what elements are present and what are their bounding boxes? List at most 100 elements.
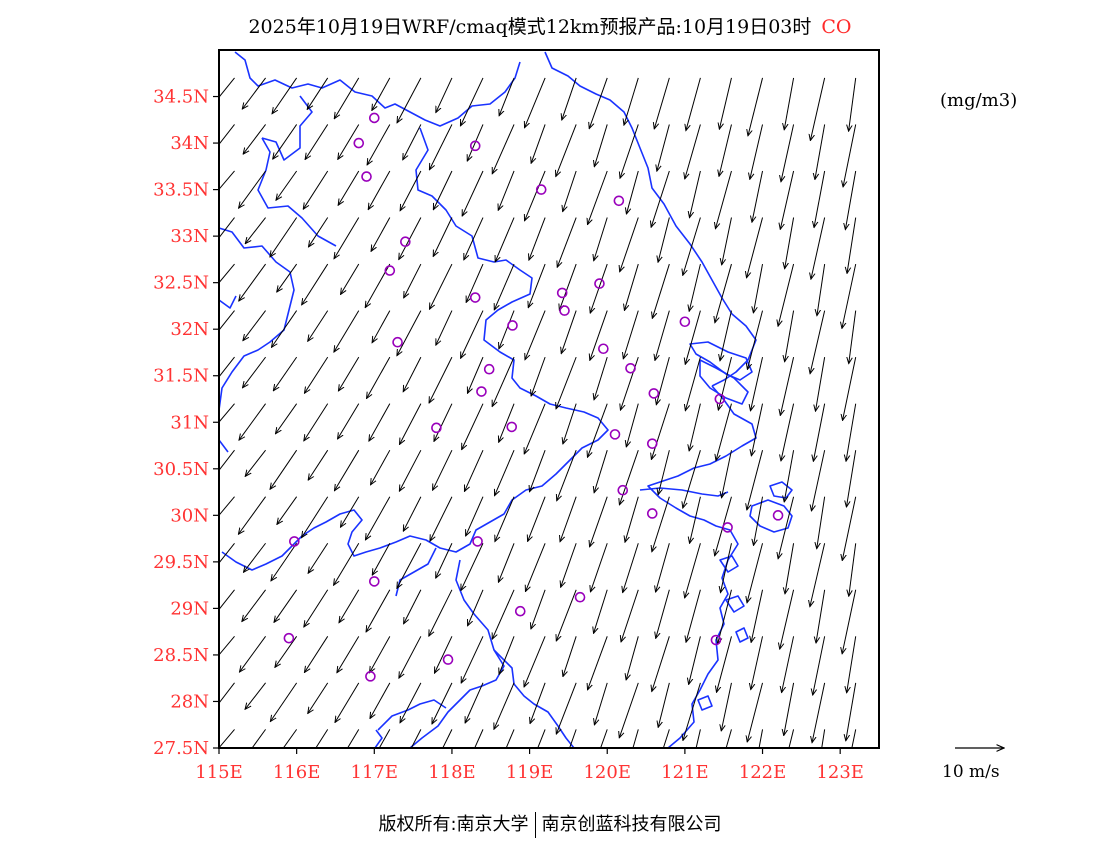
- wind-arrow: [436, 543, 453, 578]
- wind-arrow: [499, 403, 515, 443]
- wind-arrow: [495, 217, 515, 262]
- wind-arrow: [219, 263, 235, 284]
- wind-arrow: [658, 450, 670, 495]
- wind-arrow: [219, 682, 235, 704]
- wind-arrow: [338, 124, 360, 159]
- wind-arrow: [436, 310, 453, 346]
- wind-arrow: [655, 310, 670, 361]
- lat-tick-label: 32.5N: [153, 273, 209, 294]
- wind-arrow: [816, 589, 826, 643]
- lon-tick-label: 118E: [428, 762, 476, 783]
- station-marker: [574, 591, 586, 603]
- wind-arrow: [219, 217, 235, 239]
- wind-arrow: [525, 310, 546, 360]
- wind-arrow: [590, 310, 608, 361]
- wind-arrow: [239, 403, 266, 441]
- monitoring-stations: [283, 112, 784, 682]
- station-marker: [368, 576, 380, 587]
- wind-arrow: [464, 217, 484, 260]
- station-marker: [722, 522, 733, 533]
- wind-arrow: [505, 729, 515, 748]
- wind-arrow: [784, 450, 795, 502]
- wind-arrow: [275, 403, 298, 434]
- wind-arrow: [751, 636, 764, 689]
- wind-arrow: [556, 682, 577, 734]
- station-marker: [365, 671, 376, 682]
- wind-arrow: [492, 589, 515, 639]
- wind-arrow: [334, 542, 360, 585]
- footer-divider: [534, 812, 536, 838]
- wind-arrow: [429, 124, 453, 169]
- wind-arrow: [492, 124, 515, 173]
- lat-tick-label: 32N: [170, 319, 209, 340]
- wind-arrow: [561, 310, 577, 354]
- copyright-right: 南京创蓝科技有限公司: [541, 814, 722, 835]
- wind-arrow: [467, 124, 484, 161]
- wind-arrow: [722, 217, 732, 265]
- wind-arrow: [466, 263, 484, 302]
- wind-arrow: [719, 77, 732, 129]
- wind-arrow: [461, 543, 484, 590]
- wind-arrow: [219, 310, 235, 331]
- station-marker: [514, 605, 526, 617]
- wind-arrow: [367, 356, 391, 398]
- wind-arrow: [219, 356, 235, 378]
- wind-arrow: [619, 450, 639, 505]
- wind-arrow: [272, 77, 298, 114]
- wind-arrow: [594, 589, 608, 634]
- wind-arrow: [556, 124, 577, 176]
- wind-arrow: [242, 589, 266, 622]
- wind-arrow: [685, 310, 701, 365]
- wind-arrow: [338, 170, 360, 205]
- wind-arrow: [788, 729, 795, 748]
- wind-arrow: [528, 496, 546, 542]
- station-marker: [392, 336, 403, 348]
- wind-arrow: [626, 170, 639, 214]
- wind-arrow: [397, 77, 422, 123]
- station-marker: [289, 536, 300, 547]
- station-marker: [535, 184, 547, 195]
- wind-arrow: [784, 77, 795, 130]
- wind-arrow: [219, 77, 235, 99]
- wind-arrow: [308, 449, 329, 480]
- wind-arrow: [842, 589, 857, 654]
- wind-arrow: [718, 356, 732, 410]
- wind-arrow: [461, 310, 484, 359]
- wind-arrow: [594, 682, 608, 725]
- wind-arrow: [461, 636, 484, 683]
- wind-vector-field: [219, 77, 857, 748]
- wind-arrow: [778, 496, 795, 559]
- wind-arrow: [338, 403, 360, 439]
- wind-arrow: [625, 496, 639, 542]
- wind-arrow: [403, 124, 422, 159]
- station-marker: [556, 287, 568, 299]
- lat-tick-label: 31N: [170, 412, 209, 433]
- wind-arrow: [529, 217, 546, 261]
- wind-arrow: [658, 217, 670, 263]
- wind-arrow: [780, 170, 795, 229]
- wind-arrow: [378, 729, 391, 748]
- wind-arrow: [747, 682, 764, 742]
- station-marker: [679, 316, 691, 328]
- wind-arrow: [785, 543, 795, 594]
- wind-arrow: [843, 124, 857, 187]
- wind-arrow: [462, 170, 484, 216]
- wind-arrow: [842, 496, 857, 561]
- wind-arrow: [372, 310, 391, 343]
- lon-tick-label: 119E: [506, 762, 554, 783]
- wind-arrow: [652, 636, 670, 691]
- wind-arrow: [239, 636, 266, 672]
- wind-arrow: [812, 682, 826, 743]
- wind-arrow: [815, 357, 826, 411]
- wind-arrow: [308, 217, 329, 247]
- wind-arrow: [594, 450, 608, 493]
- station-marker: [648, 388, 660, 399]
- wind-arrow: [335, 682, 360, 723]
- station-marker: [609, 429, 621, 440]
- wind-arrow: [467, 356, 484, 393]
- wind-arrow: [531, 356, 546, 396]
- wind-arrow: [686, 589, 701, 642]
- wind-arrow: [274, 589, 298, 623]
- wind-arrow: [466, 496, 484, 536]
- province-boundaries: [219, 51, 793, 748]
